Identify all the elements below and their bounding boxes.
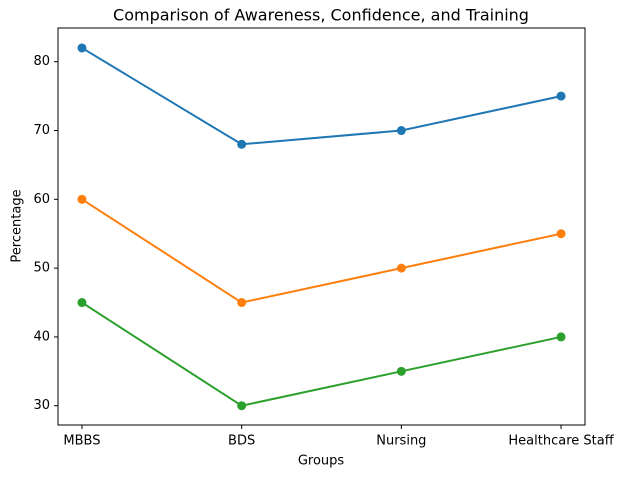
- line: [81, 47, 562, 146]
- chart-title: Comparison of Awareness, Confidence, and…: [113, 6, 529, 25]
- point: [77, 43, 87, 53]
- line: [81, 301, 562, 407]
- x-tick-label: Healthcare Staff: [508, 434, 614, 449]
- plot-frame: [57, 27, 586, 426]
- y-tick-label: 50: [33, 261, 50, 276]
- y-tick-label: 80: [33, 54, 50, 69]
- point: [556, 332, 566, 342]
- point: [237, 401, 247, 411]
- point: [556, 91, 566, 101]
- point: [237, 298, 247, 308]
- y-tick-label: 60: [33, 192, 50, 207]
- x-tick-label: BDS: [228, 434, 255, 449]
- x-tick-label: MBBS: [63, 434, 100, 449]
- point: [396, 366, 406, 376]
- point: [396, 126, 406, 136]
- x-axis-label: Groups: [298, 454, 345, 469]
- point: [77, 194, 87, 204]
- y-tick-label: 30: [33, 398, 50, 413]
- point: [237, 139, 247, 149]
- x-tick-label: Nursing: [376, 434, 426, 449]
- point: [77, 298, 87, 308]
- y-tick-label: 40: [33, 329, 50, 344]
- y-tick-label: 70: [33, 123, 50, 138]
- point: [396, 263, 406, 273]
- y-axis-label: Percentage: [10, 189, 25, 262]
- line: [81, 198, 562, 304]
- point: [556, 229, 566, 239]
